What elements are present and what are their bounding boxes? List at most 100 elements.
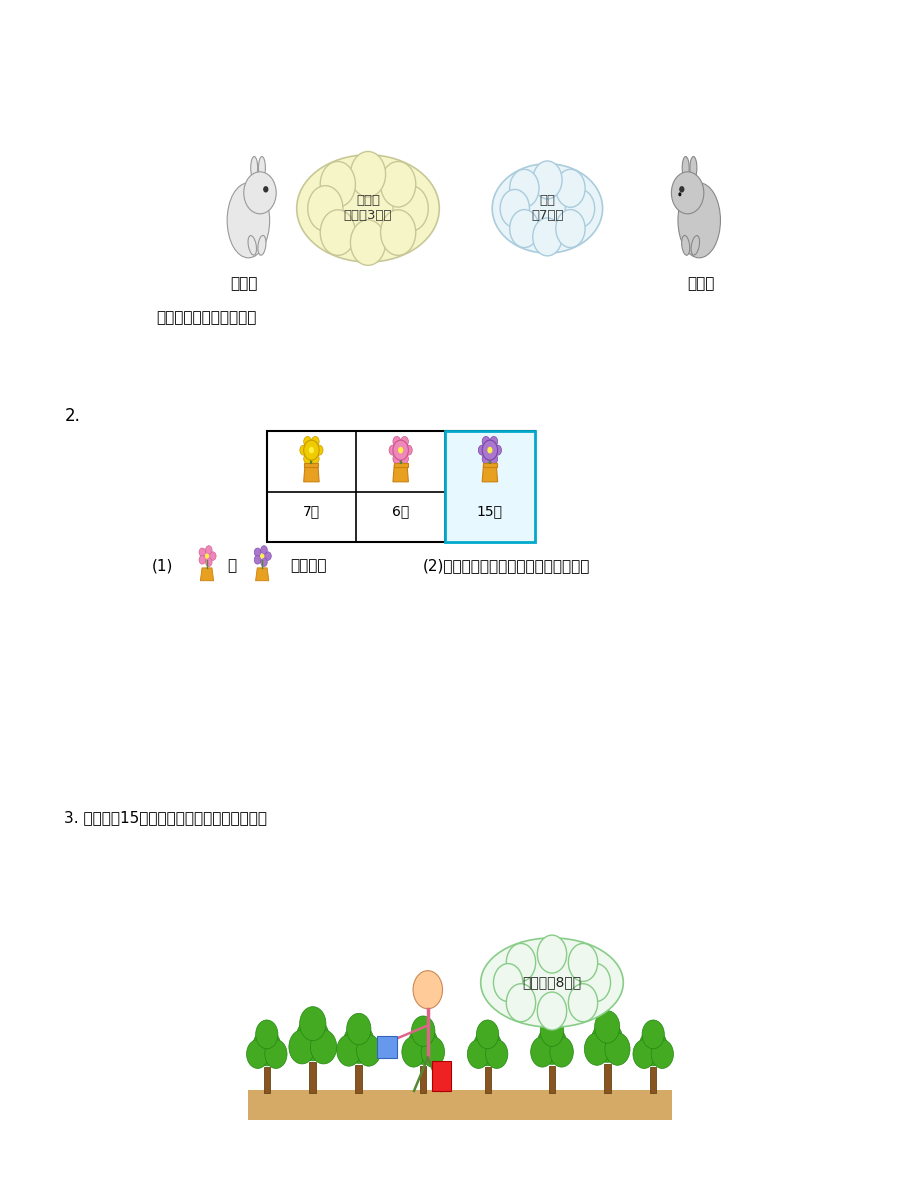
Circle shape [476, 1019, 498, 1049]
Circle shape [651, 1040, 673, 1068]
Text: 小白兔拔了多少根萝卜？: 小白兔拔了多少根萝卜？ [156, 310, 256, 325]
Circle shape [265, 1040, 287, 1068]
Ellipse shape [297, 155, 439, 262]
Circle shape [199, 548, 206, 556]
Ellipse shape [682, 156, 688, 179]
Circle shape [467, 1040, 489, 1068]
Circle shape [568, 943, 597, 981]
Ellipse shape [248, 236, 256, 255]
Text: (1): (1) [152, 559, 173, 573]
Circle shape [289, 1030, 315, 1064]
Circle shape [300, 445, 307, 455]
Circle shape [537, 935, 566, 973]
Bar [264, 1067, 269, 1093]
Text: 6盆: 6盆 [391, 504, 409, 518]
Circle shape [357, 1035, 380, 1066]
Circle shape [679, 187, 683, 192]
Circle shape [478, 445, 485, 455]
Circle shape [509, 169, 539, 207]
Bar [484, 1067, 490, 1093]
Ellipse shape [251, 156, 257, 179]
Circle shape [639, 1029, 666, 1066]
Ellipse shape [492, 164, 602, 254]
Circle shape [296, 1017, 329, 1061]
Circle shape [350, 151, 385, 197]
Circle shape [530, 1036, 553, 1067]
Circle shape [482, 454, 489, 463]
Circle shape [532, 161, 562, 199]
Ellipse shape [257, 236, 266, 255]
Polygon shape [392, 466, 408, 482]
Circle shape [392, 441, 408, 460]
Text: 小灰兔: 小灰兔 [686, 276, 714, 292]
Circle shape [411, 1016, 435, 1047]
Circle shape [594, 1011, 619, 1043]
Bar [650, 1067, 655, 1093]
Polygon shape [303, 466, 319, 482]
Circle shape [336, 1035, 360, 1066]
Circle shape [260, 554, 264, 559]
Circle shape [677, 192, 681, 197]
Circle shape [401, 436, 408, 447]
Circle shape [564, 189, 594, 227]
Polygon shape [255, 568, 268, 581]
Circle shape [308, 186, 343, 231]
Circle shape [555, 210, 584, 248]
Circle shape [537, 1025, 566, 1065]
Circle shape [246, 1040, 268, 1068]
Circle shape [392, 436, 401, 447]
Polygon shape [482, 466, 497, 482]
Circle shape [539, 1016, 563, 1047]
Circle shape [210, 551, 216, 561]
Circle shape [244, 172, 276, 214]
Circle shape [505, 984, 535, 1022]
Ellipse shape [258, 156, 265, 179]
Circle shape [537, 992, 566, 1030]
Circle shape [489, 454, 497, 463]
Circle shape [260, 557, 267, 567]
Bar [309, 1062, 316, 1093]
Circle shape [392, 186, 428, 231]
Circle shape [310, 1030, 336, 1064]
Bar [432, 1061, 450, 1091]
Polygon shape [200, 568, 213, 581]
Circle shape [584, 1033, 608, 1065]
Circle shape [500, 189, 529, 227]
Text: 7盆: 7盆 [302, 504, 320, 518]
Bar [304, 463, 318, 467]
Circle shape [591, 1021, 622, 1062]
Circle shape [380, 210, 415, 255]
Text: (2)提一个用减法计算的问题，并解答。: (2)提一个用减法计算的问题，并解答。 [423, 559, 590, 573]
Circle shape [494, 445, 501, 455]
Text: 已经浇了8棵。: 已经浇了8棵。 [522, 975, 581, 990]
Circle shape [303, 441, 319, 460]
Bar [482, 463, 496, 467]
Bar [239, 858, 680, 1125]
Circle shape [309, 447, 313, 454]
Circle shape [205, 557, 212, 567]
Circle shape [413, 971, 442, 1009]
Circle shape [303, 436, 311, 447]
Circle shape [641, 1019, 664, 1049]
Circle shape [402, 1036, 425, 1067]
Circle shape [489, 436, 497, 447]
Ellipse shape [677, 183, 720, 258]
Ellipse shape [480, 939, 623, 1027]
Circle shape [254, 555, 261, 565]
Circle shape [482, 441, 497, 460]
Text: 少几盆？: 少几盆？ [289, 559, 326, 573]
Circle shape [205, 554, 209, 559]
Circle shape [550, 1036, 573, 1067]
Bar [420, 1066, 425, 1093]
Circle shape [398, 447, 403, 454]
Circle shape [473, 1029, 501, 1066]
Text: 给小灰
兔送去3根。: 给小灰 兔送去3根。 [344, 194, 391, 223]
Circle shape [205, 545, 212, 554]
Bar [393, 463, 407, 467]
Circle shape [568, 984, 597, 1022]
Circle shape [264, 187, 267, 192]
Circle shape [311, 454, 319, 463]
Bar [549, 1066, 554, 1093]
Circle shape [421, 1036, 444, 1067]
Circle shape [493, 964, 522, 1002]
